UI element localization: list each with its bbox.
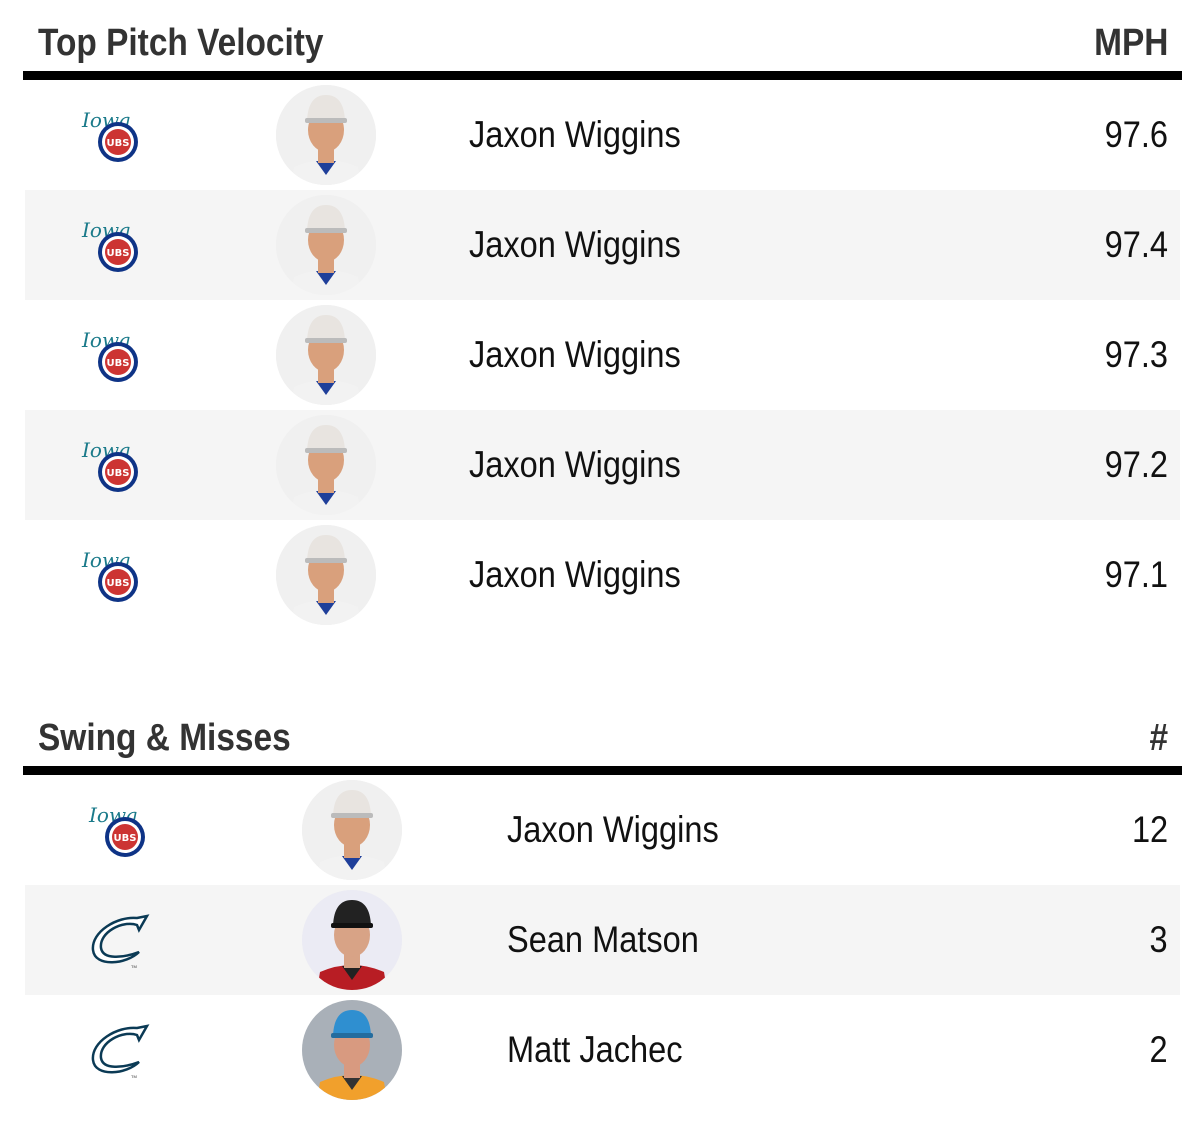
player-avatar[interactable] xyxy=(276,305,376,405)
table-title: Top Pitch Velocity xyxy=(38,22,324,64)
stat-value: 97.3 xyxy=(1104,334,1168,375)
iowa-cubs-logo-icon: Iowa UBS xyxy=(87,800,151,860)
player-name[interactable]: Jaxon Wiggins xyxy=(469,224,681,265)
stat-value: 2 xyxy=(1149,1029,1168,1070)
columbus-clippers-logo-icon: TM xyxy=(87,910,151,970)
stat-value: 97.2 xyxy=(1104,444,1168,485)
player-avatar[interactable] xyxy=(302,780,402,880)
player-name[interactable]: Matt Jachec xyxy=(507,1029,683,1070)
svg-text:UBS: UBS xyxy=(107,358,130,369)
table-row: Iowa UBS Jaxon Wiggins 97.4 xyxy=(25,190,1180,300)
table-header: Swing & Misses # xyxy=(23,717,1182,775)
player-avatar[interactable] xyxy=(276,525,376,625)
player-avatar[interactable] xyxy=(276,85,376,185)
iowa-cubs-logo-icon: Iowa UBS xyxy=(80,545,144,605)
column-unit: # xyxy=(1149,717,1168,759)
table-row: Iowa UBS Jaxon Wiggins 97.6 xyxy=(25,80,1180,190)
stat-value: 3 xyxy=(1149,919,1168,960)
swing-misses-table: Swing & Misses # Iowa UBS Jaxon Wiggins 12 T… xyxy=(23,717,1182,1105)
column-unit: MPH xyxy=(1093,22,1168,64)
player-name[interactable]: Jaxon Wiggins xyxy=(507,809,719,850)
svg-text:UBS: UBS xyxy=(107,578,130,589)
top-pitch-velocity-table: Top Pitch Velocity MPH Iowa UBS Jaxon Wigg… xyxy=(23,22,1182,630)
stat-value: 12 xyxy=(1131,809,1168,850)
player-avatar[interactable] xyxy=(276,415,376,515)
stat-value: 97.1 xyxy=(1104,554,1168,595)
stat-value: 97.6 xyxy=(1104,114,1168,155)
svg-text:TM: TM xyxy=(131,964,137,969)
iowa-cubs-logo-icon: Iowa UBS xyxy=(80,435,144,495)
svg-text:UBS: UBS xyxy=(114,833,137,844)
columbus-clippers-logo-icon: TM xyxy=(87,1020,151,1080)
player-name[interactable]: Jaxon Wiggins xyxy=(469,554,681,595)
player-name[interactable]: Jaxon Wiggins xyxy=(469,334,681,375)
svg-text:UBS: UBS xyxy=(107,138,130,149)
table-row: Iowa UBS Jaxon Wiggins 97.1 xyxy=(25,520,1180,630)
table-row: Iowa UBS Jaxon Wiggins 97.3 xyxy=(25,300,1180,410)
player-name[interactable]: Sean Matson xyxy=(507,919,699,960)
svg-text:TM: TM xyxy=(131,1074,137,1079)
player-avatar[interactable] xyxy=(302,1000,402,1100)
table-header: Top Pitch Velocity MPH xyxy=(23,22,1182,80)
table-row: Iowa UBS Jaxon Wiggins 97.2 xyxy=(25,410,1180,520)
stat-value: 97.4 xyxy=(1104,224,1168,265)
player-name[interactable]: Jaxon Wiggins xyxy=(469,444,681,485)
iowa-cubs-logo-icon: Iowa UBS xyxy=(80,215,144,275)
player-avatar[interactable] xyxy=(276,195,376,295)
table-row: TM Matt Jachec 2 xyxy=(25,995,1180,1105)
table-row: TM Sean Matson 3 xyxy=(25,885,1180,995)
iowa-cubs-logo-icon: Iowa UBS xyxy=(80,105,144,165)
svg-text:UBS: UBS xyxy=(107,468,130,479)
player-avatar[interactable] xyxy=(302,890,402,990)
table-row: Iowa UBS Jaxon Wiggins 12 xyxy=(25,775,1180,885)
iowa-cubs-logo-icon: Iowa UBS xyxy=(80,325,144,385)
player-name[interactable]: Jaxon Wiggins xyxy=(469,114,681,155)
table-title: Swing & Misses xyxy=(38,717,291,759)
svg-text:UBS: UBS xyxy=(107,248,130,259)
